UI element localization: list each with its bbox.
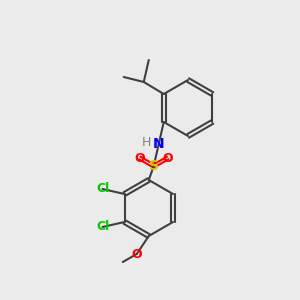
Text: H: H: [142, 136, 152, 148]
Text: Cl: Cl: [96, 220, 109, 233]
Text: O: O: [134, 152, 145, 164]
Text: Cl: Cl: [96, 182, 109, 196]
Text: N: N: [153, 137, 165, 151]
Text: O: O: [131, 248, 142, 260]
Text: O: O: [162, 152, 173, 164]
Text: S: S: [149, 159, 159, 173]
